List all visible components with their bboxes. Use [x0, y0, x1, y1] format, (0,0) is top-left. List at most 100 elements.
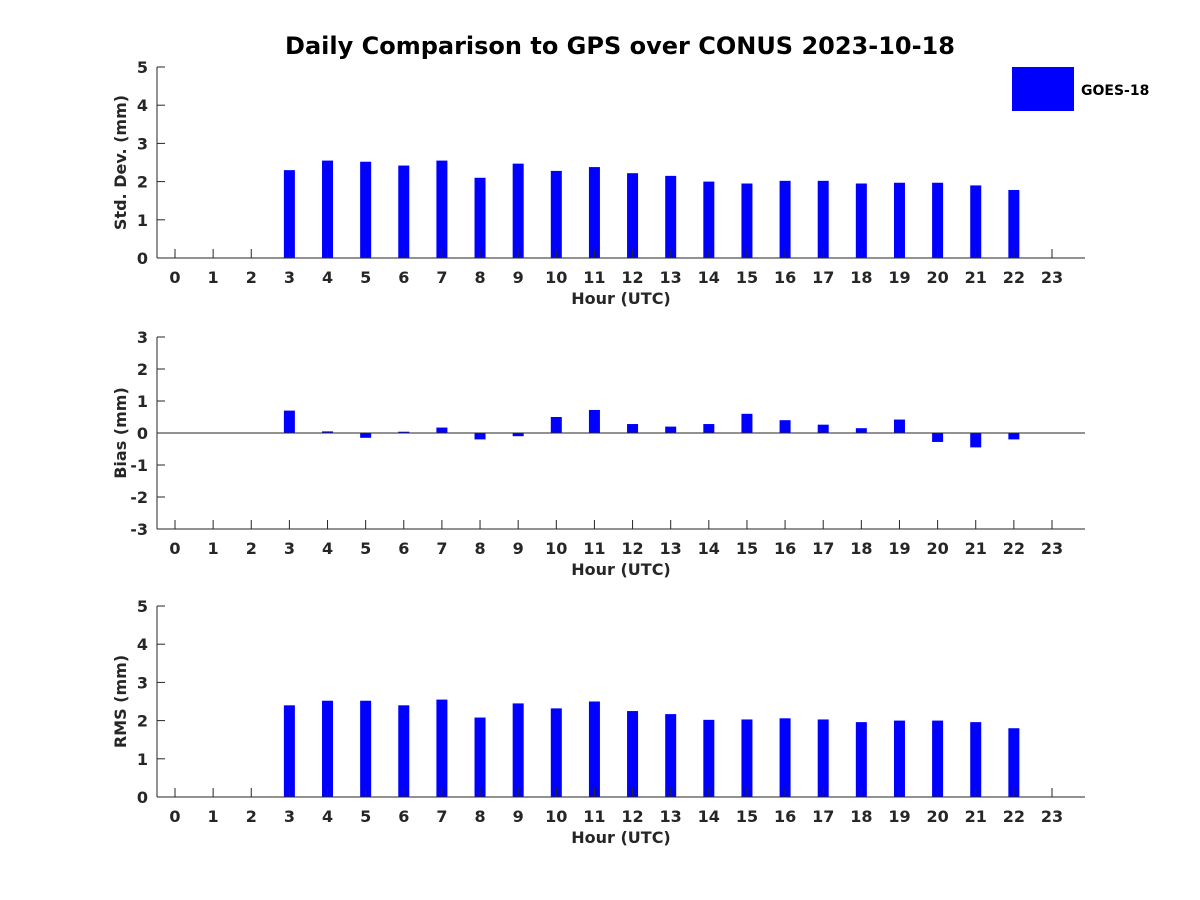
bias-x-tick-label: 15: [736, 539, 758, 558]
bias-y-tick-label: -2: [130, 488, 148, 507]
std-dev-x-tick-label: 5: [360, 268, 371, 287]
std-dev-x-tick-label: 1: [208, 268, 219, 287]
std-dev-y-tick-label: 4: [137, 96, 148, 115]
std-dev-x-tick-label: 4: [322, 268, 333, 287]
bias-bar-hour-6: [398, 431, 410, 433]
std-dev-bar-hour-7: [436, 160, 448, 258]
rms-bar-hour-11: [588, 701, 600, 797]
bias-x-tick-label: 8: [474, 539, 485, 558]
std-dev-x-tick-label: 19: [888, 268, 910, 287]
legend: GOES-18: [1012, 67, 1149, 111]
rms-x-tick-label: 7: [436, 807, 447, 826]
bias-bar-hour-3: [283, 410, 295, 433]
chart-title: Daily Comparison to GPS over CONUS 2023-…: [285, 32, 955, 60]
std-dev-bar-hour-19: [893, 182, 905, 258]
std-dev-y-tick-label: 2: [137, 173, 148, 192]
bias-bar-hour-8: [474, 433, 486, 440]
bias-x-tick-label: 13: [660, 539, 682, 558]
rms-bar-hour-18: [855, 722, 867, 797]
rms-x-tick-label: 20: [926, 807, 948, 826]
std-dev-x-tick-label: 16: [774, 268, 796, 287]
rms-bar-hour-7: [436, 699, 448, 797]
rms-x-tick-label: 4: [322, 807, 333, 826]
rms-bar-hour-6: [398, 705, 410, 797]
rms-x-tick-label: 1: [208, 807, 219, 826]
std-dev-x-tick-label: 12: [621, 268, 643, 287]
std-dev-bar-hour-14: [703, 181, 715, 258]
std-dev-bar-hour-13: [665, 175, 677, 258]
std-dev-x-tick-label: 13: [660, 268, 682, 287]
rms-x-tick-label: 8: [474, 807, 485, 826]
std-dev-bar-hour-10: [550, 170, 562, 258]
rms-x-tick-label: 14: [698, 807, 720, 826]
bias-x-tick-label: 0: [169, 539, 180, 558]
bias-bar-hour-9: [512, 433, 524, 437]
std-dev-x-tick-label: 8: [474, 268, 485, 287]
rms-x-tick-label: 2: [246, 807, 257, 826]
rms-x-tick-label: 9: [513, 807, 524, 826]
bias-x-tick-label: 9: [513, 539, 524, 558]
bias-bar-hour-22: [1008, 433, 1020, 440]
bias-y-tick-label: 0: [137, 424, 148, 443]
rms-y-axis-label: RMS (mm): [111, 655, 130, 748]
std-dev-x-tick-label: 10: [545, 268, 567, 287]
rms-x-tick-label: 11: [583, 807, 605, 826]
rms-y-tick-label: 0: [137, 788, 148, 807]
bias-x-tick-label: 7: [436, 539, 447, 558]
std-dev-x-tick-label: 22: [1003, 268, 1025, 287]
std-dev-bar-hour-9: [512, 163, 524, 258]
std-dev-bar-hour-5: [360, 161, 372, 258]
std-dev-bar-hour-21: [970, 185, 982, 258]
rms-bar-hour-20: [932, 720, 944, 797]
bias-bar-hour-4: [322, 431, 334, 433]
rms-bar-hour-15: [741, 719, 753, 797]
bias-y-tick-label: -3: [130, 520, 148, 539]
std-dev-bar-hour-3: [283, 170, 295, 258]
rms-x-tick-label: 13: [660, 807, 682, 826]
bias-y-tick-label: 3: [137, 328, 148, 347]
rms-x-tick-label: 21: [965, 807, 987, 826]
std-dev-x-tick-label: 14: [698, 268, 720, 287]
bias-x-tick-label: 23: [1041, 539, 1063, 558]
std-dev-x-tick-label: 17: [812, 268, 834, 287]
std-dev-x-tick-label: 0: [169, 268, 180, 287]
rms-bar-hour-9: [512, 703, 524, 797]
rms-bar-hour-14: [703, 719, 715, 797]
rms-bar-hour-13: [665, 714, 677, 797]
std-dev-bar-hour-12: [627, 173, 639, 258]
rms-x-tick-label: 22: [1003, 807, 1025, 826]
rms-x-tick-label: 19: [888, 807, 910, 826]
bias-x-tick-label: 4: [322, 539, 333, 558]
bias-y-tick-label: 2: [137, 360, 148, 379]
legend-swatch: [1012, 67, 1074, 111]
bias-bar-hour-17: [817, 424, 829, 433]
rms-x-tick-label: 16: [774, 807, 796, 826]
rms-bar-hour-19: [893, 720, 905, 797]
std-dev-y-tick-label: 3: [137, 134, 148, 153]
rms-x-axis-label: Hour (UTC): [571, 828, 671, 847]
std-dev-bar-hour-20: [932, 182, 944, 258]
std-dev-bar-hour-6: [398, 165, 410, 258]
bias-x-tick-label: 19: [888, 539, 910, 558]
bias-x-tick-label: 1: [208, 539, 219, 558]
rms-bar-hour-5: [360, 700, 372, 797]
bias-x-tick-label: 3: [284, 539, 295, 558]
rms-y-tick-label: 4: [137, 635, 148, 654]
std-dev-bar-hour-11: [588, 167, 600, 258]
bias-bar-hour-7: [436, 427, 448, 433]
bias-y-tick-label: -1: [130, 456, 148, 475]
legend-label: GOES-18: [1081, 83, 1149, 99]
bias-x-tick-label: 18: [850, 539, 872, 558]
std-dev-y-tick-label: 1: [137, 211, 148, 230]
std-dev-x-tick-label: 6: [398, 268, 409, 287]
std-dev-bar-hour-15: [741, 183, 753, 258]
rms-bar-hour-12: [627, 711, 639, 797]
std-dev-x-tick-label: 3: [284, 268, 295, 287]
rms-x-tick-label: 18: [850, 807, 872, 826]
rms-y-tick-label: 5: [137, 597, 148, 616]
rms-x-tick-label: 23: [1041, 807, 1063, 826]
rms-x-tick-label: 0: [169, 807, 180, 826]
rms-x-tick-label: 12: [621, 807, 643, 826]
